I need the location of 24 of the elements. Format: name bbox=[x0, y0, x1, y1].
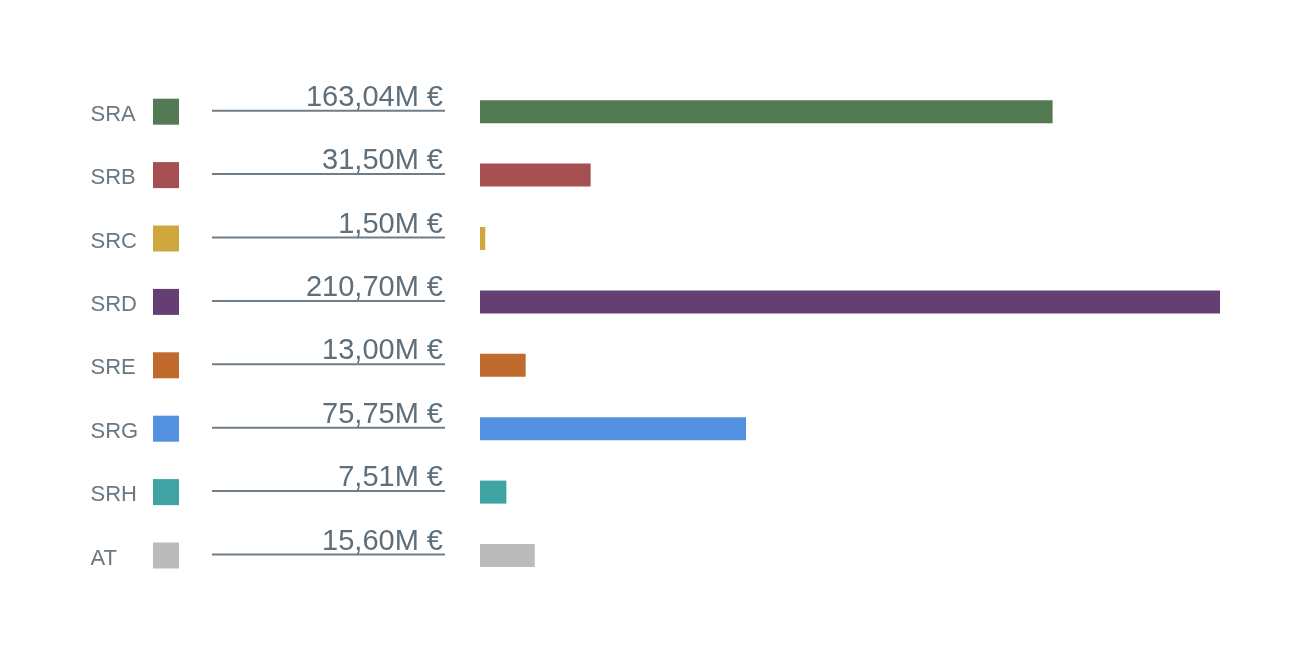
bar bbox=[480, 163, 591, 187]
bar bbox=[480, 417, 747, 441]
y-tick-label: SRC bbox=[90, 227, 138, 253]
data-label: 210,70M € bbox=[305, 269, 443, 302]
y-tick-label: SRE bbox=[90, 354, 136, 380]
data-label: 1,50M € bbox=[338, 206, 443, 239]
y-tick-label: SRH bbox=[90, 481, 137, 507]
bar bbox=[480, 227, 486, 250]
bar bbox=[480, 480, 507, 504]
y-tick-label: AT bbox=[90, 544, 117, 570]
data-label: 13,00M € bbox=[322, 333, 443, 366]
y-tick-label: SRA bbox=[90, 100, 137, 126]
bar bbox=[480, 353, 526, 377]
y-tick-label: SRB bbox=[90, 164, 136, 190]
bar bbox=[480, 544, 535, 567]
bar bbox=[480, 100, 1053, 124]
y-tick-label: SRG bbox=[90, 417, 139, 443]
data-label: 15,60M € bbox=[322, 523, 443, 556]
data-label: 31,50M € bbox=[322, 143, 443, 176]
data-label: 7,51M € bbox=[338, 460, 443, 493]
data-label: 75,75M € bbox=[322, 396, 443, 429]
y-tick-label: SRD bbox=[90, 290, 137, 316]
bar bbox=[480, 290, 1220, 314]
data-label: 163,04M € bbox=[305, 79, 443, 112]
